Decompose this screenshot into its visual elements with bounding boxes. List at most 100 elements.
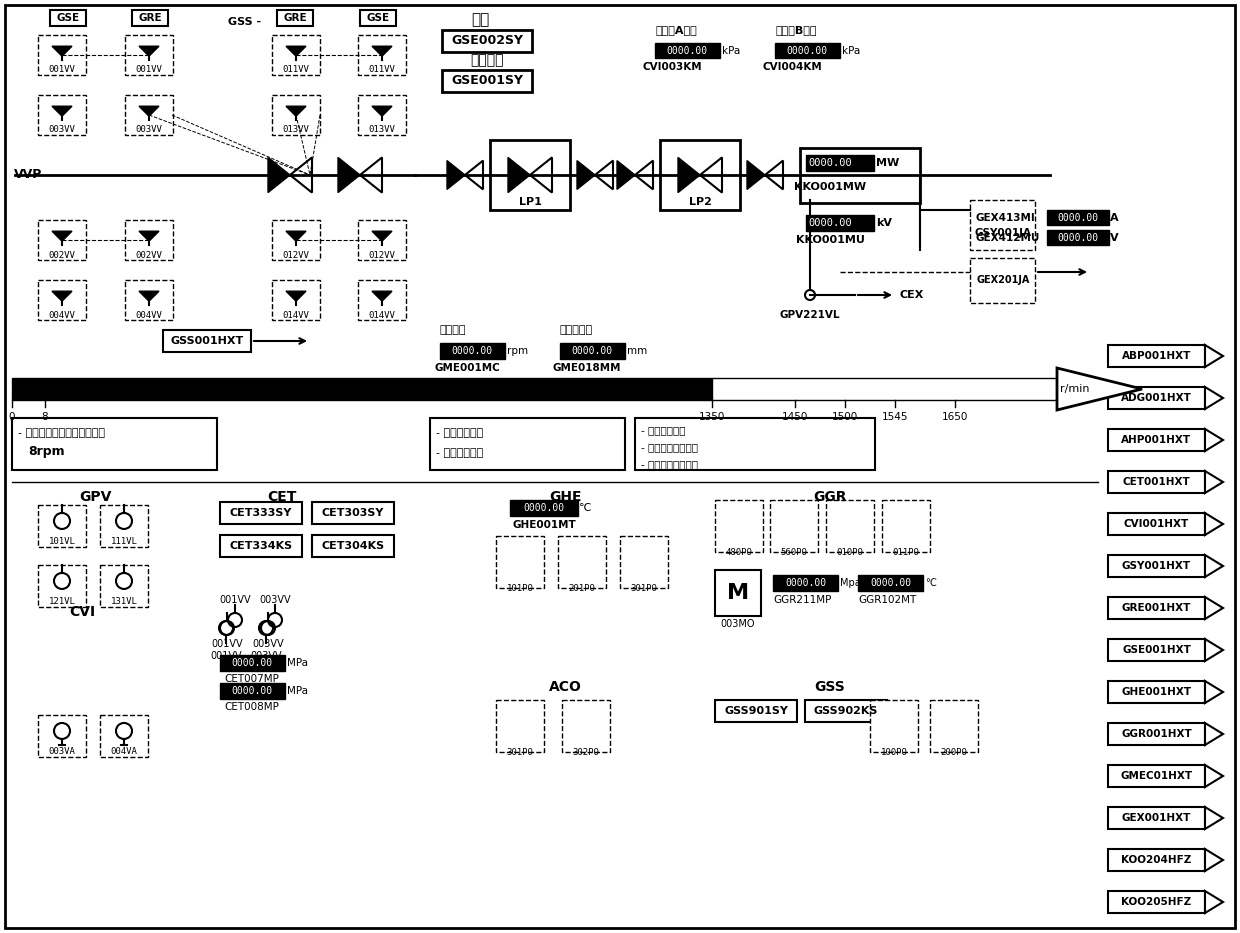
Text: GSS901SY: GSS901SY	[724, 706, 787, 716]
Bar	[490, 140, 570, 210]
Bar	[660, 140, 740, 210]
Text: mm: mm	[627, 346, 647, 356]
Bar	[358, 35, 405, 75]
Text: GMEC01HXT: GMEC01HXT	[1121, 771, 1193, 781]
Polygon shape	[290, 158, 312, 192]
Text: 011PO: 011PO	[893, 548, 919, 557]
Bar	[635, 418, 875, 470]
Text: GRE: GRE	[138, 13, 161, 23]
Polygon shape	[595, 160, 613, 189]
Text: GPV: GPV	[79, 490, 112, 504]
Bar	[1109, 555, 1205, 577]
Text: GSE002SY: GSE002SY	[451, 35, 523, 48]
Bar	[125, 280, 174, 320]
Text: AHP001HXT: AHP001HXT	[1121, 435, 1192, 445]
Bar	[1109, 891, 1205, 913]
Bar	[1109, 849, 1205, 871]
Text: 0000.00: 0000.00	[232, 658, 273, 668]
Bar	[1109, 387, 1205, 409]
Text: GGR: GGR	[813, 490, 847, 504]
Text: - 确认汽机脱网: - 确认汽机脱网	[641, 425, 686, 435]
Text: 0000.00: 0000.00	[870, 578, 911, 588]
Polygon shape	[1205, 681, 1223, 703]
Text: LP1: LP1	[518, 197, 542, 207]
Bar	[826, 500, 874, 552]
Bar	[775, 43, 839, 58]
Text: GME001MC: GME001MC	[434, 363, 500, 373]
Text: CEX: CEX	[900, 290, 924, 300]
Bar	[1109, 639, 1205, 661]
Bar	[50, 10, 86, 26]
Bar	[1047, 210, 1109, 225]
Bar	[441, 30, 532, 52]
Text: GEX001HXT: GEX001HXT	[1122, 813, 1192, 823]
Polygon shape	[618, 160, 635, 189]
Text: CET001HXT: CET001HXT	[1122, 477, 1190, 487]
Text: 0000.00: 0000.00	[451, 346, 492, 356]
Polygon shape	[339, 158, 360, 192]
Bar	[882, 500, 930, 552]
Text: 003VV: 003VV	[259, 595, 291, 605]
Text: CET304KS: CET304KS	[321, 541, 384, 551]
Text: GSS001HXT: GSS001HXT	[170, 336, 243, 346]
Text: 汽机转速: 汽机转速	[440, 325, 466, 335]
Bar	[712, 378, 1056, 400]
Bar	[805, 700, 887, 722]
Bar	[38, 505, 86, 547]
Bar	[100, 715, 148, 757]
Polygon shape	[139, 291, 159, 301]
Text: KKO001MU: KKO001MU	[796, 235, 864, 245]
Bar	[219, 655, 285, 671]
Text: 011VV: 011VV	[283, 65, 310, 75]
Bar	[100, 505, 148, 547]
Text: 003VA: 003VA	[48, 747, 76, 757]
Text: 0: 0	[9, 412, 15, 422]
Text: 003VV: 003VV	[135, 126, 162, 134]
Text: 101VL: 101VL	[48, 537, 76, 547]
Text: 0000.00: 0000.00	[666, 46, 708, 56]
Polygon shape	[635, 160, 653, 189]
Bar	[800, 148, 920, 203]
Text: 004VA: 004VA	[110, 747, 138, 757]
Polygon shape	[678, 158, 701, 192]
Bar	[558, 536, 606, 588]
Polygon shape	[1205, 807, 1223, 829]
Bar	[272, 280, 320, 320]
Text: 复位: 复位	[471, 12, 489, 27]
Polygon shape	[1205, 345, 1223, 367]
Text: CET007MP: CET007MP	[224, 674, 279, 684]
Bar	[560, 343, 625, 359]
Text: 201PO: 201PO	[569, 584, 595, 593]
Text: 010PO: 010PO	[837, 548, 863, 557]
Polygon shape	[1205, 891, 1223, 913]
Polygon shape	[372, 231, 392, 242]
Text: 0000.00: 0000.00	[808, 218, 852, 228]
Text: CET334KS: CET334KS	[229, 541, 293, 551]
Bar	[970, 258, 1035, 303]
Bar	[510, 500, 578, 516]
Text: GSE: GSE	[57, 13, 79, 23]
Text: GEX201JA: GEX201JA	[976, 275, 1029, 285]
Polygon shape	[1205, 639, 1223, 661]
Text: GSE: GSE	[367, 13, 389, 23]
Polygon shape	[1205, 429, 1223, 451]
Bar	[125, 95, 174, 135]
Text: GSS: GSS	[815, 680, 846, 694]
Polygon shape	[268, 158, 290, 192]
Polygon shape	[286, 47, 306, 56]
Polygon shape	[139, 231, 159, 242]
Bar	[219, 683, 285, 699]
Text: 0000.00: 0000.00	[1058, 213, 1099, 223]
Polygon shape	[286, 291, 306, 301]
Text: 1500: 1500	[832, 412, 858, 422]
Polygon shape	[1205, 555, 1223, 577]
Text: GHE: GHE	[549, 490, 582, 504]
Bar	[358, 95, 405, 135]
Text: 0000.00: 0000.00	[232, 686, 273, 696]
Text: 8rpm: 8rpm	[29, 444, 64, 457]
Text: GSY001HXT: GSY001HXT	[1122, 561, 1192, 571]
Bar	[312, 535, 394, 557]
Text: MW: MW	[875, 158, 899, 168]
Text: KOO204HFZ: KOO204HFZ	[1121, 855, 1192, 865]
Polygon shape	[529, 158, 552, 192]
